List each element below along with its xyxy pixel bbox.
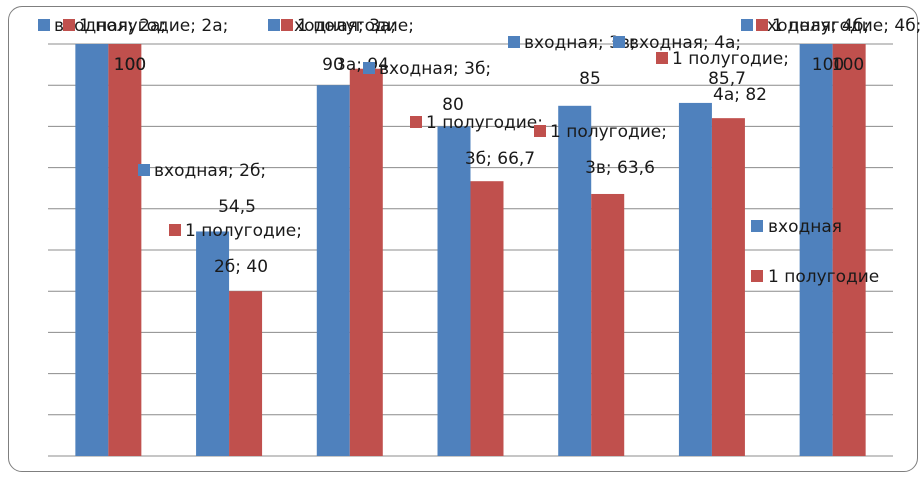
data-label-value: 4а; 82	[713, 85, 767, 105]
data-label-line1: входная; 2б;	[154, 161, 266, 181]
data-label-marker	[741, 19, 753, 31]
data-label-line1: 1 полугодие; 2а;	[79, 16, 228, 36]
data-label-marker	[281, 19, 293, 31]
legend-marker-1	[751, 270, 763, 282]
data-label-marker	[534, 125, 546, 137]
data-label-marker	[268, 19, 280, 31]
data-label-value: 90	[322, 55, 344, 75]
data-label-value: 3в; 63,6	[585, 158, 655, 178]
data-label-line1: входная; 3а;	[284, 16, 396, 36]
bar-polugodie-2б	[229, 291, 263, 456]
bar-vhodnaya-3в	[558, 105, 592, 457]
data-label-line1: 1 полугодие;	[426, 113, 543, 133]
bar-polugodie-3а	[349, 68, 383, 456]
legend-marker-0	[751, 220, 763, 232]
data-label-line1: входная; 4б;	[757, 16, 869, 36]
data-label-line1: входная; 2а;	[54, 16, 166, 36]
data-label-value: 3б; 66,7	[465, 149, 535, 169]
data-label-value: 85	[579, 69, 601, 89]
data-label-marker	[410, 116, 422, 128]
data-label-value: 54,5	[218, 197, 256, 217]
bar-polugodie-3в	[591, 193, 625, 456]
bar-vhodnaya-2б	[196, 231, 230, 456]
data-label-line1: 1 полугодие;	[185, 221, 302, 241]
data-label-value: 100	[832, 55, 864, 75]
bar-vhodnaya-4б	[799, 44, 833, 456]
data-label-value: 100	[114, 55, 146, 75]
bar-vhodnaya-3б	[437, 126, 471, 457]
legend-label-0: входная	[768, 217, 842, 237]
data-label-marker	[363, 62, 375, 74]
bar-polugodie-3б	[470, 181, 504, 457]
data-label-value: 100	[812, 55, 844, 75]
data-label-marker	[756, 19, 768, 31]
data-label-value: 100	[114, 55, 146, 75]
bar-vhodnaya-3а	[316, 85, 350, 456]
data-label-marker	[38, 19, 50, 31]
bar-vhodnaya-2а	[75, 44, 109, 456]
data-label-marker	[169, 224, 181, 236]
legend-label-1: 1 полугодие	[768, 267, 879, 287]
data-label-marker	[138, 164, 150, 176]
data-label-marker	[508, 36, 520, 48]
data-label-line1: входная; 4а;	[629, 33, 741, 53]
bar-polugodie-4а	[711, 118, 745, 456]
data-label-line1: входная; 3в;	[524, 33, 636, 53]
bar-polugodie-2а	[108, 44, 142, 456]
data-label-value: 2б; 40	[214, 257, 268, 277]
bar-vhodnaya-4а	[678, 102, 712, 456]
data-label-marker	[63, 19, 75, 31]
data-label-line1: 1 полугодие;	[550, 122, 667, 142]
data-label-value: 85,7	[708, 69, 746, 89]
data-label-marker	[656, 52, 668, 64]
data-label-value: 80	[442, 95, 464, 115]
data-label-value: 3а; 94	[335, 55, 389, 75]
data-label-line1: входная; 3б;	[379, 59, 491, 79]
data-label-line1: 1 полугодие;	[297, 16, 414, 36]
data-label-line1: 1 полугодие;	[672, 49, 789, 69]
data-label-marker	[613, 36, 625, 48]
data-label-line1: 1 полугодие; 4б;	[772, 16, 921, 36]
bar-polugodie-4б	[832, 44, 866, 456]
